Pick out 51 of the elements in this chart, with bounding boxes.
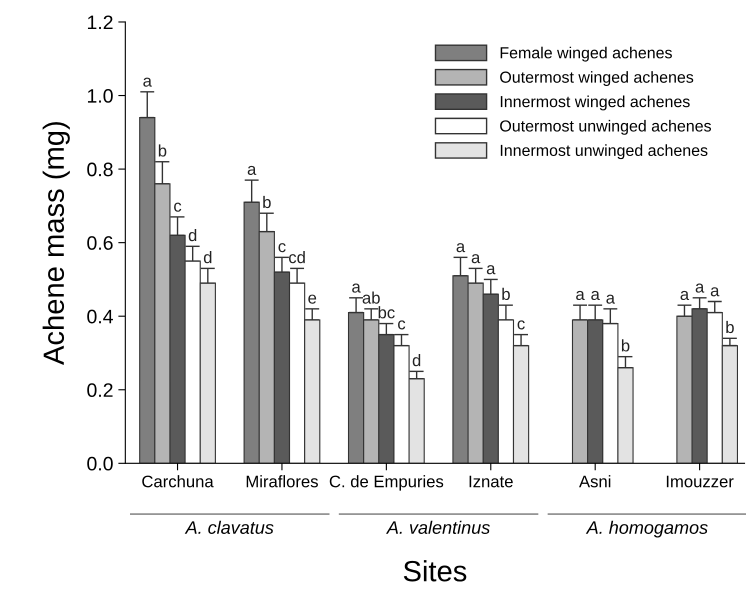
y-tick-label: 0.4 (87, 310, 113, 324)
x-tick-label: Imouzzer (666, 476, 734, 488)
text: A. clavatus (184, 520, 274, 534)
data-label: c (174, 202, 182, 212)
y-tick-label: 1.2 (88, 15, 113, 30)
x-axis-title: Sites (404, 560, 466, 582)
data-label: b (158, 144, 166, 157)
data-label: ab (362, 291, 380, 304)
data-label: c (518, 320, 525, 330)
data-label: c (398, 320, 406, 330)
data-label: a (576, 290, 585, 300)
data-label: a (248, 166, 256, 175)
data-label: b (726, 320, 734, 334)
legend-label: Female winged achenes (500, 46, 672, 62)
data-label: b (622, 339, 630, 352)
legend-label: Outermost unwinged achenes (500, 120, 711, 135)
legend-label: Outermost winged achenes (500, 71, 694, 86)
x-tick-label: Iznate (470, 476, 513, 488)
data-label: a (680, 290, 690, 300)
data-label: bc (378, 306, 395, 318)
data-label: a (352, 284, 361, 293)
data-label: d (204, 251, 212, 264)
y-tick-label: 0.0 (87, 456, 113, 471)
x-tick-label: Carchuna (142, 475, 214, 488)
y-axis-title: Achene mass (mg) (42, 122, 70, 365)
text: A. homogamos (586, 520, 708, 538)
y-tick-label: 1.0 (88, 89, 113, 103)
data-label: a (710, 287, 720, 296)
data-label: b (502, 288, 510, 300)
x-tick-label: Miraflores (246, 475, 318, 488)
x-tick-label: C. de Empuries (330, 475, 444, 491)
y-tick-label: 0.8 (87, 162, 113, 176)
data-label: b (263, 196, 271, 208)
data-label: a (696, 284, 704, 293)
data-label: a (143, 78, 152, 87)
data-label: d (412, 354, 420, 366)
text: A. valentinus (386, 520, 490, 534)
data-label: a (591, 290, 600, 300)
data-label: e (308, 294, 316, 304)
y-tick-label: 0.2 (87, 383, 113, 397)
data-label: a (456, 243, 466, 252)
legend-label: Innermost winged achenes (500, 95, 690, 110)
data-label: d (188, 228, 196, 242)
x-tick-label: Asni (579, 475, 610, 488)
data-label: a (472, 254, 480, 264)
data-label: c (278, 243, 286, 252)
data-label: a (606, 294, 615, 304)
data-label: a (486, 265, 496, 274)
data-label: cd (289, 251, 305, 264)
y-tick-label: 0.6 (87, 236, 113, 250)
legend-label: Innermost unwinged achenes (500, 144, 708, 160)
